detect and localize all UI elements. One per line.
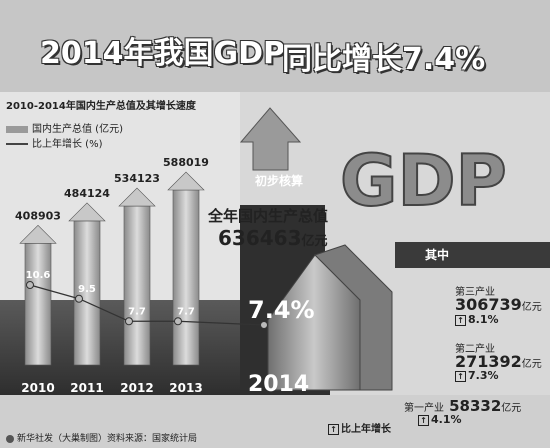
up-arrow-icon: ↑ bbox=[455, 314, 466, 326]
gdp-value-label-2010: 408903 bbox=[15, 209, 61, 222]
gdp-value-label-2012: 534123 bbox=[114, 172, 160, 185]
credit-text: 新华社发（大巢制图）资料来源：国家统计局 bbox=[17, 434, 198, 444]
gdp-value-label-2011: 484124 bbox=[64, 187, 110, 200]
primary-value-line: 第一产业 58332亿元 bbox=[404, 396, 521, 415]
growth-legend: ↑ 比上年增长 bbox=[328, 420, 391, 435]
up-arrow-icon: ↑ bbox=[418, 414, 429, 426]
secondary-value-line: 271392亿元 bbox=[455, 352, 542, 371]
headline-line2: 同比增长7.4% bbox=[282, 42, 486, 77]
legend-line-swatch bbox=[6, 143, 28, 145]
headline-line1: 2014年我国GDP bbox=[40, 36, 286, 71]
tertiary-label: 第三产业 bbox=[455, 287, 495, 298]
growth-label-2010: 10.6 bbox=[26, 270, 51, 281]
total-label: 全年国内生产总值 bbox=[208, 207, 329, 225]
legend-bar-swatch bbox=[6, 125, 28, 133]
primary-unit: 亿元 bbox=[501, 403, 522, 414]
growth-point-2014 bbox=[260, 321, 268, 329]
gdp-bar-2010 bbox=[24, 243, 52, 366]
primary-growth: 4.1% bbox=[431, 413, 462, 426]
growth-legend-label: 比上年增长 bbox=[341, 424, 391, 435]
up-arrow-icon: ↑ bbox=[455, 370, 466, 382]
tertiary-value: 306739 bbox=[455, 295, 522, 314]
primary-label: 第一产业 bbox=[404, 403, 444, 414]
growth-label-2012: 7.7 bbox=[128, 306, 146, 317]
chart-title: 2010-2014年国内生产总值及其增长速度 bbox=[6, 101, 196, 112]
year-label-2011: 2011 bbox=[70, 381, 103, 395]
tertiary-unit: 亿元 bbox=[521, 302, 542, 313]
breakdown-ribbon bbox=[395, 242, 550, 268]
industry-arrow-side bbox=[314, 244, 393, 391]
prelim-label: 初步核算 bbox=[255, 174, 304, 188]
year-label-2013: 2013 bbox=[169, 381, 202, 395]
tertiary-growth-line: ↑ 8.1% bbox=[455, 313, 499, 326]
total-unit: 亿元 bbox=[301, 234, 328, 249]
gdp-bar-2013 bbox=[172, 189, 200, 366]
primary-value: 58332 bbox=[449, 397, 502, 415]
secondary-growth: 7.3% bbox=[468, 369, 499, 382]
gdp-bar-2012 bbox=[123, 205, 151, 366]
growth-label-2011: 9.5 bbox=[78, 284, 96, 295]
growth-point-2011 bbox=[75, 294, 83, 303]
growth-point-2012 bbox=[125, 317, 133, 326]
gdp-3d-letters: GDP bbox=[340, 140, 507, 222]
bottom-strip bbox=[0, 395, 550, 448]
gdp-bar-arrowhead-2010 bbox=[19, 224, 57, 244]
secondary-growth-line: ↑ 7.3% bbox=[455, 369, 499, 382]
growth-point-2013 bbox=[174, 317, 182, 326]
growth-2014: 7.4% bbox=[248, 296, 315, 324]
year-label-2010: 2010 bbox=[21, 381, 54, 395]
credit-line: 新华社发（大巢制图）资料来源：国家统计局 bbox=[6, 431, 197, 444]
primary-growth-line: ↑ 4.1% bbox=[418, 413, 462, 426]
total-value-line: 636463亿元 bbox=[218, 226, 328, 250]
top-band bbox=[0, 0, 550, 92]
secondary-label: 第二产业 bbox=[455, 344, 495, 355]
legend-bar-label: 国内生产总值 (亿元) bbox=[32, 124, 123, 135]
tertiary-growth: 8.1% bbox=[468, 313, 499, 326]
year-2014-label: 2014 bbox=[248, 372, 310, 397]
tertiary-value-line: 306739亿元 bbox=[455, 295, 542, 314]
breakdown-header: 其中 bbox=[425, 248, 450, 262]
gdp-value-label-2013: 588019 bbox=[163, 156, 209, 169]
xinhua-logo-icon bbox=[6, 434, 14, 443]
up-arrow-icon: ↑ bbox=[328, 423, 339, 435]
secondary-value: 271392 bbox=[455, 352, 522, 371]
legend-line-label: 比上年增长 (%) bbox=[32, 139, 103, 150]
total-value: 636463 bbox=[218, 226, 302, 250]
year-label-2012: 2012 bbox=[120, 381, 153, 395]
growth-point-2010 bbox=[26, 281, 34, 289]
legend-bar-entry: 国内生产总值 (亿元) bbox=[6, 120, 123, 135]
gdp-bar-arrowhead-2013 bbox=[167, 171, 205, 191]
gdp-bar-arrowhead-2012 bbox=[118, 187, 156, 207]
gdp-bar-arrowhead-2011 bbox=[68, 202, 106, 222]
secondary-unit: 亿元 bbox=[521, 359, 542, 370]
legend-line-entry: 比上年增长 (%) bbox=[6, 135, 102, 150]
prelim-arrow bbox=[239, 107, 302, 171]
growth-label-2013: 7.7 bbox=[177, 306, 195, 317]
